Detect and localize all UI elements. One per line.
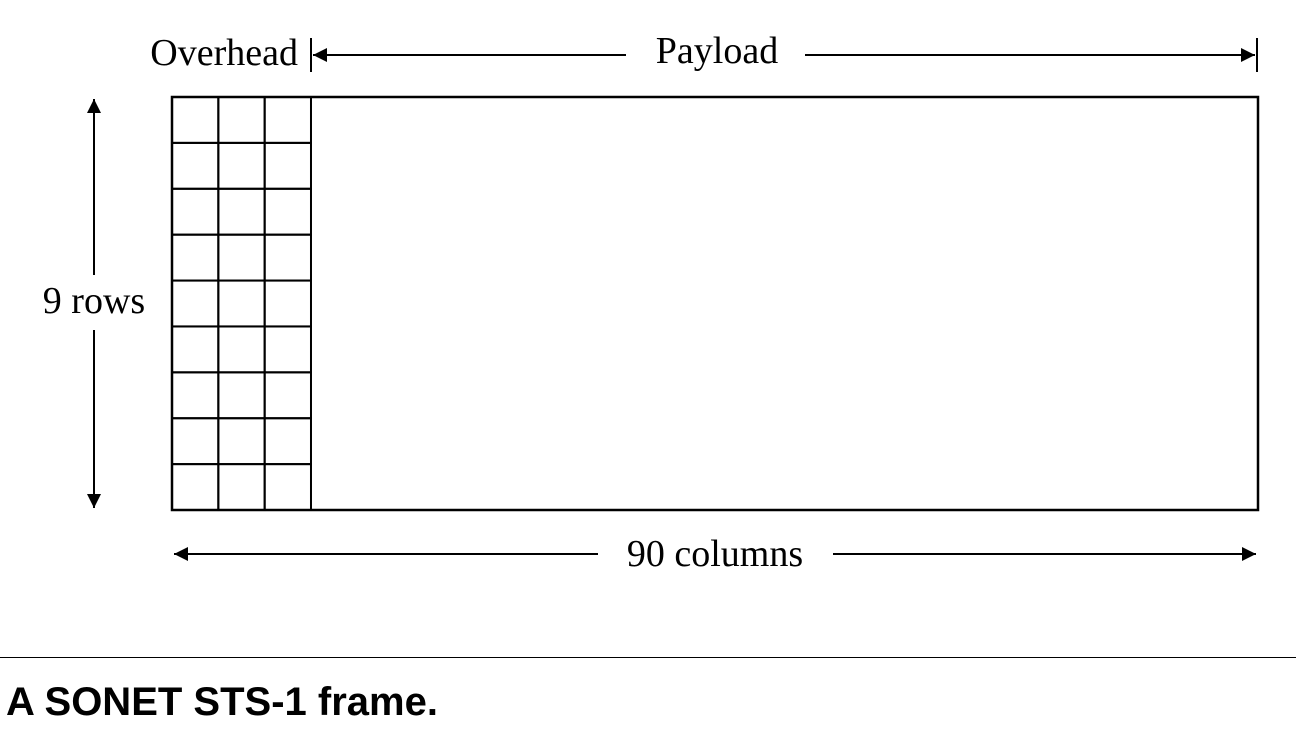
overhead-cell xyxy=(217,187,266,236)
overhead-cell xyxy=(217,96,266,144)
overhead-cell xyxy=(171,141,220,190)
overhead-cell xyxy=(171,417,220,466)
overhead-cell xyxy=(217,233,266,282)
overhead-cell xyxy=(171,233,220,282)
overhead-cell xyxy=(263,325,312,374)
overhead-cell xyxy=(263,96,312,144)
overhead-grid xyxy=(171,96,312,512)
overhead-cell xyxy=(217,279,266,328)
frame-outline xyxy=(170,95,1260,512)
overhead-cell xyxy=(171,279,220,328)
overhead-cell xyxy=(217,325,266,374)
caption-divider xyxy=(0,657,1296,658)
overhead-cell xyxy=(171,463,220,512)
overhead-cell xyxy=(263,279,312,328)
payload-label: Payload xyxy=(656,30,778,72)
overhead-cell xyxy=(171,371,220,420)
sts1-frame-diagram: Overhead Payload 9 rows 90 columns xyxy=(43,30,1260,575)
overhead-cell xyxy=(217,371,266,420)
overhead-label: Overhead xyxy=(150,32,298,74)
overhead-cell xyxy=(263,141,312,190)
overhead-cell xyxy=(263,233,312,282)
overhead-cell xyxy=(171,325,220,374)
overhead-cell xyxy=(171,187,220,236)
overhead-cell xyxy=(263,417,312,466)
overhead-cell xyxy=(263,463,312,512)
overhead-cell xyxy=(217,463,266,512)
overhead-cell xyxy=(217,141,266,190)
overhead-cell xyxy=(171,96,220,144)
rows-label: 9 rows xyxy=(43,280,145,322)
overhead-cell xyxy=(217,417,266,466)
columns-label: 90 columns xyxy=(627,533,803,575)
overhead-cell xyxy=(263,187,312,236)
figure-caption: A SONET STS-1 frame. xyxy=(6,680,438,724)
overhead-cell xyxy=(263,371,312,420)
